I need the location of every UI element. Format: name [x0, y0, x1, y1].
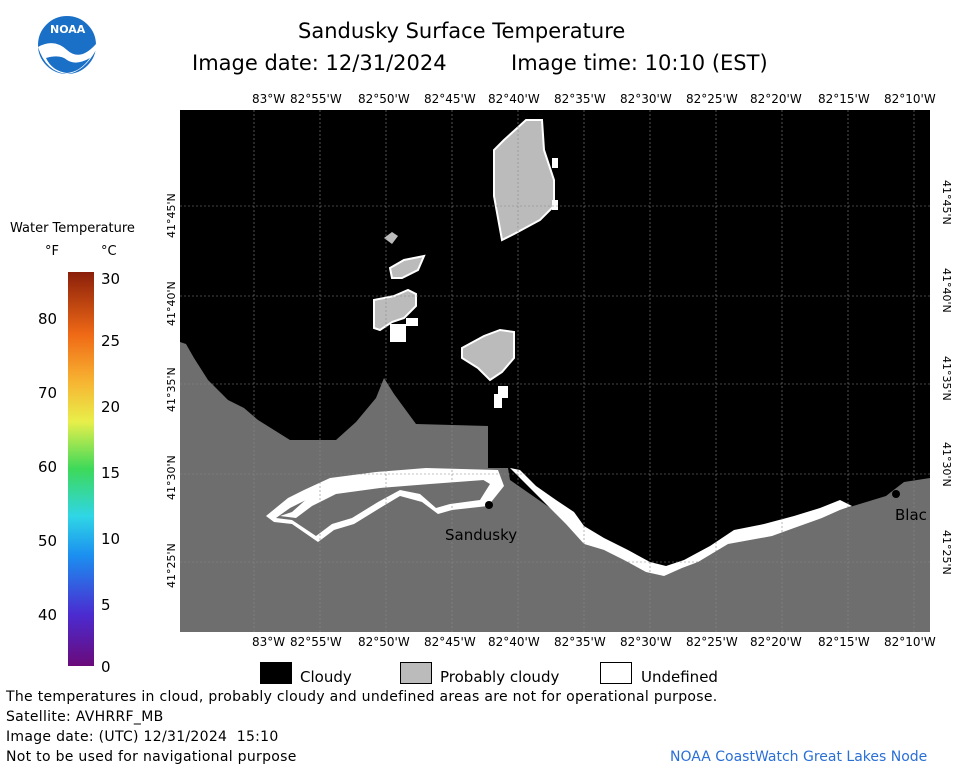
footer-satellite: Satellite: AVHRRF_MB — [6, 709, 164, 725]
colorbar-tick-c: 15 — [101, 464, 121, 482]
lon-label-top: 82°20'W — [750, 92, 802, 106]
lat-label-right: 41°40'N — [940, 268, 953, 313]
lon-label-top: 82°30'W — [620, 92, 672, 106]
colorbar-tick-f: 60 — [38, 458, 58, 476]
lon-label-top: 82°55'W — [290, 92, 342, 106]
legend-cloudy-swatch — [260, 662, 292, 684]
colorbar-unit-f: °F — [45, 244, 59, 259]
lon-label-bottom: 82°50'W — [358, 635, 410, 649]
page-title: Sandusky Surface Temperature — [298, 19, 626, 43]
probably-cloudy-5 — [384, 232, 398, 244]
land-area — [180, 342, 930, 632]
lon-label-bottom: 82°20'W — [750, 635, 802, 649]
lat-label-right: 41°25'N — [940, 530, 953, 575]
lon-label-bottom: 82°35'W — [554, 635, 606, 649]
probably-cloudy-1 — [493, 119, 555, 242]
colorbar-tick-f: 80 — [38, 310, 58, 328]
colorbar — [68, 272, 94, 666]
undefined-coast — [510, 468, 852, 576]
colorbar-tick-f: 70 — [38, 384, 58, 402]
colorbar-tick-f: 40 — [38, 606, 58, 624]
lat-label-left: 41°30'N — [165, 455, 178, 500]
lon-label-bottom: 82°40'W — [488, 635, 540, 649]
lon-label-top: 82°15'W — [818, 92, 870, 106]
image-time: Image time: 10:10 (EST) — [511, 51, 768, 75]
colorbar-tick-c: 20 — [101, 398, 121, 416]
blac-marker — [892, 490, 900, 498]
probably-cloudy-3 — [373, 288, 417, 332]
lon-label-bottom: 82°10'W — [884, 635, 936, 649]
colorbar-tick-c: 10 — [101, 530, 121, 548]
colorbar-unit-c: °C — [101, 244, 117, 259]
legend-probably-cloudy-swatch — [400, 662, 432, 684]
footer-utc-date: Image date: (UTC) 12/31/2024 15:10 — [6, 729, 279, 745]
legend-undefined-swatch — [600, 662, 632, 684]
legend-probably-cloudy-label: Probably cloudy — [440, 668, 560, 686]
lon-label-top: 82°35'W — [554, 92, 606, 106]
colorbar-tick-c: 5 — [101, 596, 111, 614]
footer-disclaimer: The temperatures in cloud, probably clou… — [6, 689, 718, 705]
sandusky-marker — [485, 501, 493, 509]
lon-label-top: 82°50'W — [358, 92, 410, 106]
probably-cloudy-4 — [461, 328, 515, 382]
city-label-sandusky: Sandusky — [445, 526, 518, 544]
lon-label-bottom: 82°45'W — [424, 635, 476, 649]
colorbar-tick-c: 0 — [101, 658, 111, 676]
lat-label-left: 41°25'N — [165, 543, 178, 588]
legend-cloudy-label: Cloudy — [300, 668, 352, 686]
legend-undefined-label: Undefined — [641, 668, 718, 686]
colorbar-title: Water Temperature — [10, 221, 135, 236]
footer-node-link[interactable]: NOAA CoastWatch Great Lakes Node — [670, 749, 928, 765]
lon-label-top: 82°45'W — [424, 92, 476, 106]
map-svg — [180, 110, 930, 632]
lon-label-bottom: 82°25'W — [686, 635, 738, 649]
colorbar-tick-c: 25 — [101, 332, 121, 350]
lat-label-left: 41°45'N — [165, 193, 178, 238]
lat-label-left: 41°35'N — [165, 367, 178, 412]
lon-label-top: 82°25'W — [686, 92, 738, 106]
lon-label-bottom: 82°30'W — [620, 635, 672, 649]
colorbar-tick-f: 50 — [38, 532, 58, 550]
lon-label-top: 82°40'W — [488, 92, 540, 106]
lon-label-top: 82°10'W — [884, 92, 936, 106]
lon-label-bottom: 82°55'W — [290, 635, 342, 649]
lat-label-right: 41°45'N — [940, 180, 953, 225]
noaa-logo: NOAA — [36, 14, 98, 76]
footer-nav-warning: Not to be used for navigational purpose — [6, 749, 297, 765]
lon-label-bottom: 82°15'W — [818, 635, 870, 649]
image-date: Image date: 12/31/2024 — [192, 51, 447, 75]
lat-label-right: 41°30'N — [940, 442, 953, 487]
sst-map — [180, 110, 930, 632]
lon-label-bottom: 83°W — [252, 635, 286, 649]
lon-label-top: 83°W — [252, 92, 286, 106]
city-label-blac: Blac — [895, 506, 927, 524]
noaa-logo-text: NOAA — [50, 23, 86, 36]
colorbar-tick-c: 30 — [101, 270, 121, 288]
lat-label-left: 41°40'N — [165, 281, 178, 326]
lat-label-right: 41°35'N — [940, 356, 953, 401]
probably-cloudy-2 — [388, 254, 426, 279]
